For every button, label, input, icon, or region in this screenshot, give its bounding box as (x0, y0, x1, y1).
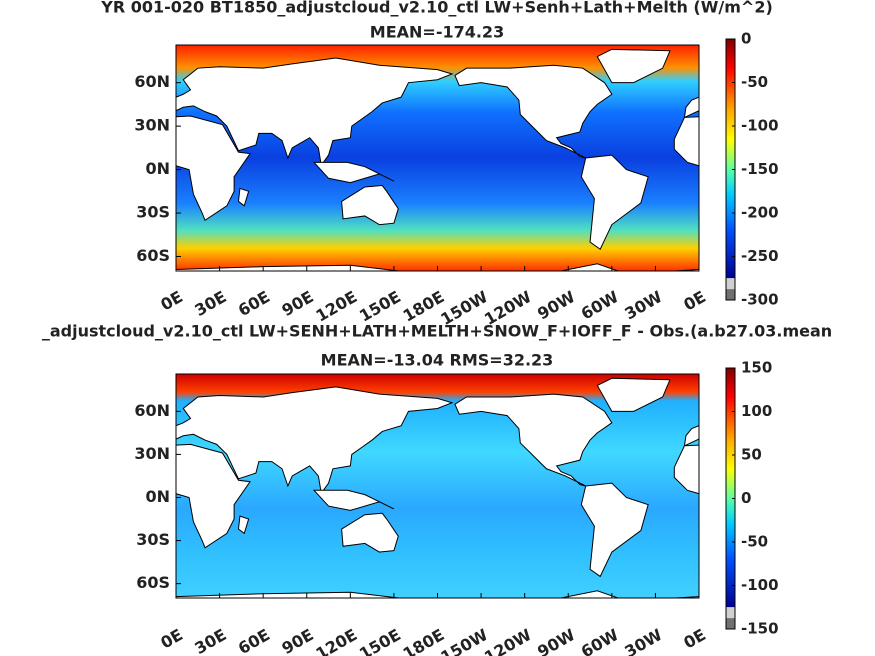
lat-tick-label: 0N (145, 487, 170, 506)
panel-subtitle: MEAN=-13.04 RMS=32.23 (321, 351, 554, 370)
lat-tick-label: 0N (145, 159, 170, 178)
colorbar-tick-label: 0 (741, 489, 751, 507)
lon-tick-label: 0E (680, 625, 709, 652)
colorbar-under (726, 618, 735, 629)
continent (176, 57, 454, 167)
lon-tick-label: 150E (356, 287, 404, 326)
continent (673, 116, 699, 167)
panel-title: YR 001-020 BT1850_adjustcloud_v2.10_ctl … (100, 0, 773, 17)
colorbar-tick-label: -150 (741, 160, 779, 178)
colorbar-tick-label: 50 (741, 446, 762, 464)
continent (312, 489, 395, 511)
continent (683, 425, 699, 447)
lon-tick-label: 60W (578, 625, 622, 656)
colorbar-fill (726, 39, 735, 279)
panel-subtitle: MEAN=-174.23 (370, 23, 504, 42)
colorbar-tick-label: -100 (741, 117, 779, 135)
continent (341, 185, 399, 226)
lon-tick-label: 0E (680, 287, 709, 314)
colorbar-tick-label: -200 (741, 204, 779, 222)
lon-tick-label: 150E (356, 625, 404, 656)
lon-tick-label: 0E (157, 625, 186, 652)
lon-tick-label: 90W (534, 625, 578, 656)
lat-tick-label: 30N (134, 116, 170, 135)
lon-tick-label: 30W (621, 625, 665, 656)
colorbar-under (726, 607, 735, 619)
continent (580, 154, 649, 251)
lon-tick-label: 90E (278, 625, 316, 656)
lat-tick-label: 60S (136, 573, 170, 592)
lon-tick-label: 60W (578, 287, 622, 324)
colorbar-tick-label: -50 (741, 73, 768, 91)
colorbar-tick-label: -300 (741, 291, 779, 309)
panel-title: _adjustcloud_v2.10_ctl LW+SENH+LATH+MELT… (42, 322, 832, 341)
map-panel: YR 001-020 BT1850_adjustcloud_v2.10_ctl … (100, 0, 875, 329)
lon-tick-label: 60E (235, 625, 273, 656)
colorbar-fill (726, 368, 735, 608)
lat-tick-label: 60N (134, 401, 170, 420)
lon-tick-label: 0E (157, 287, 186, 314)
lat-tick-label: 30N (134, 444, 170, 463)
lon-tick-label: 180E (400, 287, 448, 326)
map-panel: _adjustcloud_v2.10_ctl LW+SENH+LATH+MELT… (42, 322, 875, 656)
colorbar-tick-label: 100 (741, 402, 772, 420)
lon-tick-label: 90E (278, 287, 316, 320)
lon-tick-label: 120E (312, 287, 360, 326)
continent (176, 443, 251, 549)
continent (580, 482, 649, 578)
continent (312, 161, 395, 184)
continent (865, 513, 875, 552)
lon-tick-label: 30E (191, 287, 229, 320)
land (176, 48, 875, 271)
continent (837, 490, 875, 510)
continent (698, 596, 699, 598)
colorbar-under (726, 289, 735, 300)
colorbar: 0 -50 -100 -150 -200 -250 -300 (725, 30, 779, 309)
colorbar-tick-label: 150 (741, 359, 772, 377)
continent (865, 186, 875, 225)
lat-tick-label: 30S (136, 203, 170, 222)
colorbar: 150 100 50 0 -50 -100 -150 (725, 359, 779, 638)
colorbar-under (726, 278, 735, 290)
colorbar-tick-label: -150 (741, 620, 779, 638)
continent (837, 162, 875, 182)
continent (454, 393, 613, 487)
lat-tick-label: 60S (136, 246, 170, 265)
continent (454, 64, 613, 159)
lon-tick-label: 120E (312, 625, 360, 656)
lon-tick-label: 30E (191, 625, 229, 656)
continent (761, 516, 771, 533)
land (176, 377, 875, 598)
lat-tick-label: 60N (134, 72, 170, 91)
continent (673, 444, 699, 495)
colorbar-tick-label: -100 (741, 576, 779, 594)
continent (237, 515, 250, 535)
lat-tick-label: 30S (136, 530, 170, 549)
continent (237, 187, 250, 207)
continent (176, 115, 251, 222)
colorbar-tick-label: 0 (741, 30, 751, 48)
continent (176, 386, 454, 495)
continent (596, 48, 671, 84)
continent (596, 377, 671, 412)
continent (683, 96, 699, 119)
continent (341, 512, 399, 553)
continent (698, 269, 699, 271)
lon-tick-label: 90W (534, 287, 578, 324)
lon-tick-label: 60E (235, 287, 273, 320)
colorbar-tick-label: -50 (741, 533, 768, 551)
colorbar-tick-label: -250 (741, 247, 779, 265)
lon-tick-label: 30W (621, 287, 665, 324)
